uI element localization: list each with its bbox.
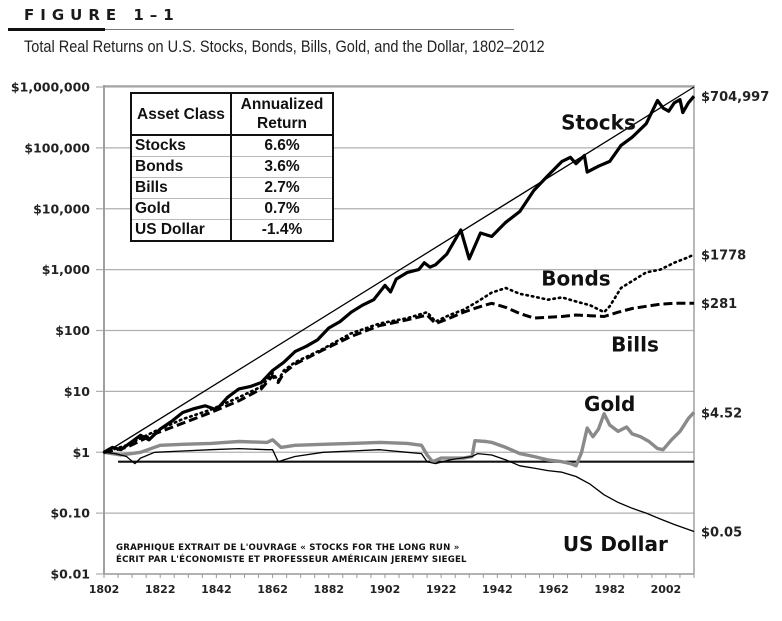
asset-cell: Bonds <box>131 156 232 178</box>
x-tick-label: 1822 <box>145 583 176 596</box>
x-tick-label: 1922 <box>426 583 457 596</box>
axis-layer: $1,000,000 $100,000 $10,000 $1,000 $100 $10 $1… <box>11 80 695 596</box>
y-tick-label: $1,000,000 <box>11 80 90 95</box>
series-line-stocks-trend-6-6 <box>103 86 695 455</box>
credit-line-1: GRAPHIQUE EXTRAIT DE L'OUVRAGE « STOCKS … <box>116 543 460 553</box>
table-row: US Dollar -1.4% <box>131 219 333 241</box>
source-credit: GRAPHIQUE EXTRAIT DE L'OUVRAGE « STOCKS … <box>116 542 467 566</box>
x-tick-label: 1982 <box>594 583 625 596</box>
x-tick-label: 1942 <box>482 583 513 596</box>
returns-table: Asset Class Annualized Return Stocks 6.6… <box>130 92 334 242</box>
x-tick-label: 2002 <box>651 583 682 596</box>
end-label-bonds: $1778 <box>701 248 746 263</box>
end-label-us-dollar: $0.05 <box>701 525 742 540</box>
series-name-bonds: Bonds <box>541 266 610 290</box>
y-tick-label: $10,000 <box>33 201 90 216</box>
figure-rule-accent <box>8 28 105 31</box>
series-name-us-dollar: US Dollar <box>563 532 668 556</box>
series-layer <box>102 86 696 533</box>
figure-label: FIGURE 1–1 <box>24 6 180 24</box>
chart-title: Total Real Returns on U.S. Stocks, Bonds… <box>24 38 545 56</box>
asset-cell: Bills <box>131 177 232 199</box>
asset-cell: US Dollar <box>131 219 232 241</box>
series-line-us-dollar <box>103 447 695 533</box>
series-line-gold <box>103 411 696 468</box>
table-row: Stocks 6.6% <box>131 135 333 157</box>
end-label-gold: $4.52 <box>701 406 742 421</box>
x-tick-label: 1882 <box>313 583 344 596</box>
y-tick-label: $0.10 <box>50 506 90 521</box>
x-tick-label: 1842 <box>201 583 232 596</box>
table-row: Bonds 3.6% <box>131 156 333 178</box>
series-name-bills: Bills <box>611 333 659 357</box>
return-cell: 3.6% <box>231 156 333 178</box>
return-cell: -1.4% <box>261 221 303 238</box>
return-cell: 0.7% <box>231 198 333 220</box>
x-tick-label: 1902 <box>370 583 401 596</box>
series-line-bonds <box>102 253 696 454</box>
series-line-stocks <box>103 95 696 454</box>
y-tick-label: $100 <box>55 323 90 338</box>
table-header-row: Asset Class Annualized Return <box>131 93 333 136</box>
x-tick-label: 1962 <box>538 583 569 596</box>
asset-cell: Gold <box>131 198 232 220</box>
end-label-bills: $281 <box>701 297 737 312</box>
y-tick-label: $100,000 <box>24 140 90 155</box>
x-tick-label: 1802 <box>89 583 120 596</box>
y-tick-label: $0.01 <box>50 567 90 582</box>
table-row: Bills 2.7% <box>131 177 333 199</box>
table-row: Gold 0.7% <box>131 198 333 220</box>
label-layer: $4.52 $0.05 $281 $1778 $704,997 Stocks Bonds Bi… <box>541 90 769 556</box>
x-tick-label: 1862 <box>257 583 288 596</box>
y-tick-label: $10 <box>64 384 90 399</box>
credit-line-2: ÉCRIT PAR L'ÉCONOMISTE ET PROFESSEUR AMÉ… <box>116 555 467 565</box>
figure-rule <box>8 29 514 30</box>
return-cell: 6.6% <box>231 135 333 157</box>
series-line-bills <box>103 301 695 454</box>
asset-cell: Stocks <box>131 135 232 157</box>
y-tick-label: $1,000 <box>42 262 91 277</box>
end-label-stocks: $704,997 <box>701 90 769 105</box>
header-annualized-return: Annualized Return <box>231 93 333 136</box>
series-name-stocks: Stocks <box>561 111 636 135</box>
header-asset-class: Asset Class <box>131 93 232 136</box>
y-tick-label: $1 <box>73 445 90 460</box>
return-cell: 2.7% <box>231 177 333 199</box>
series-name-gold: Gold <box>584 392 635 416</box>
